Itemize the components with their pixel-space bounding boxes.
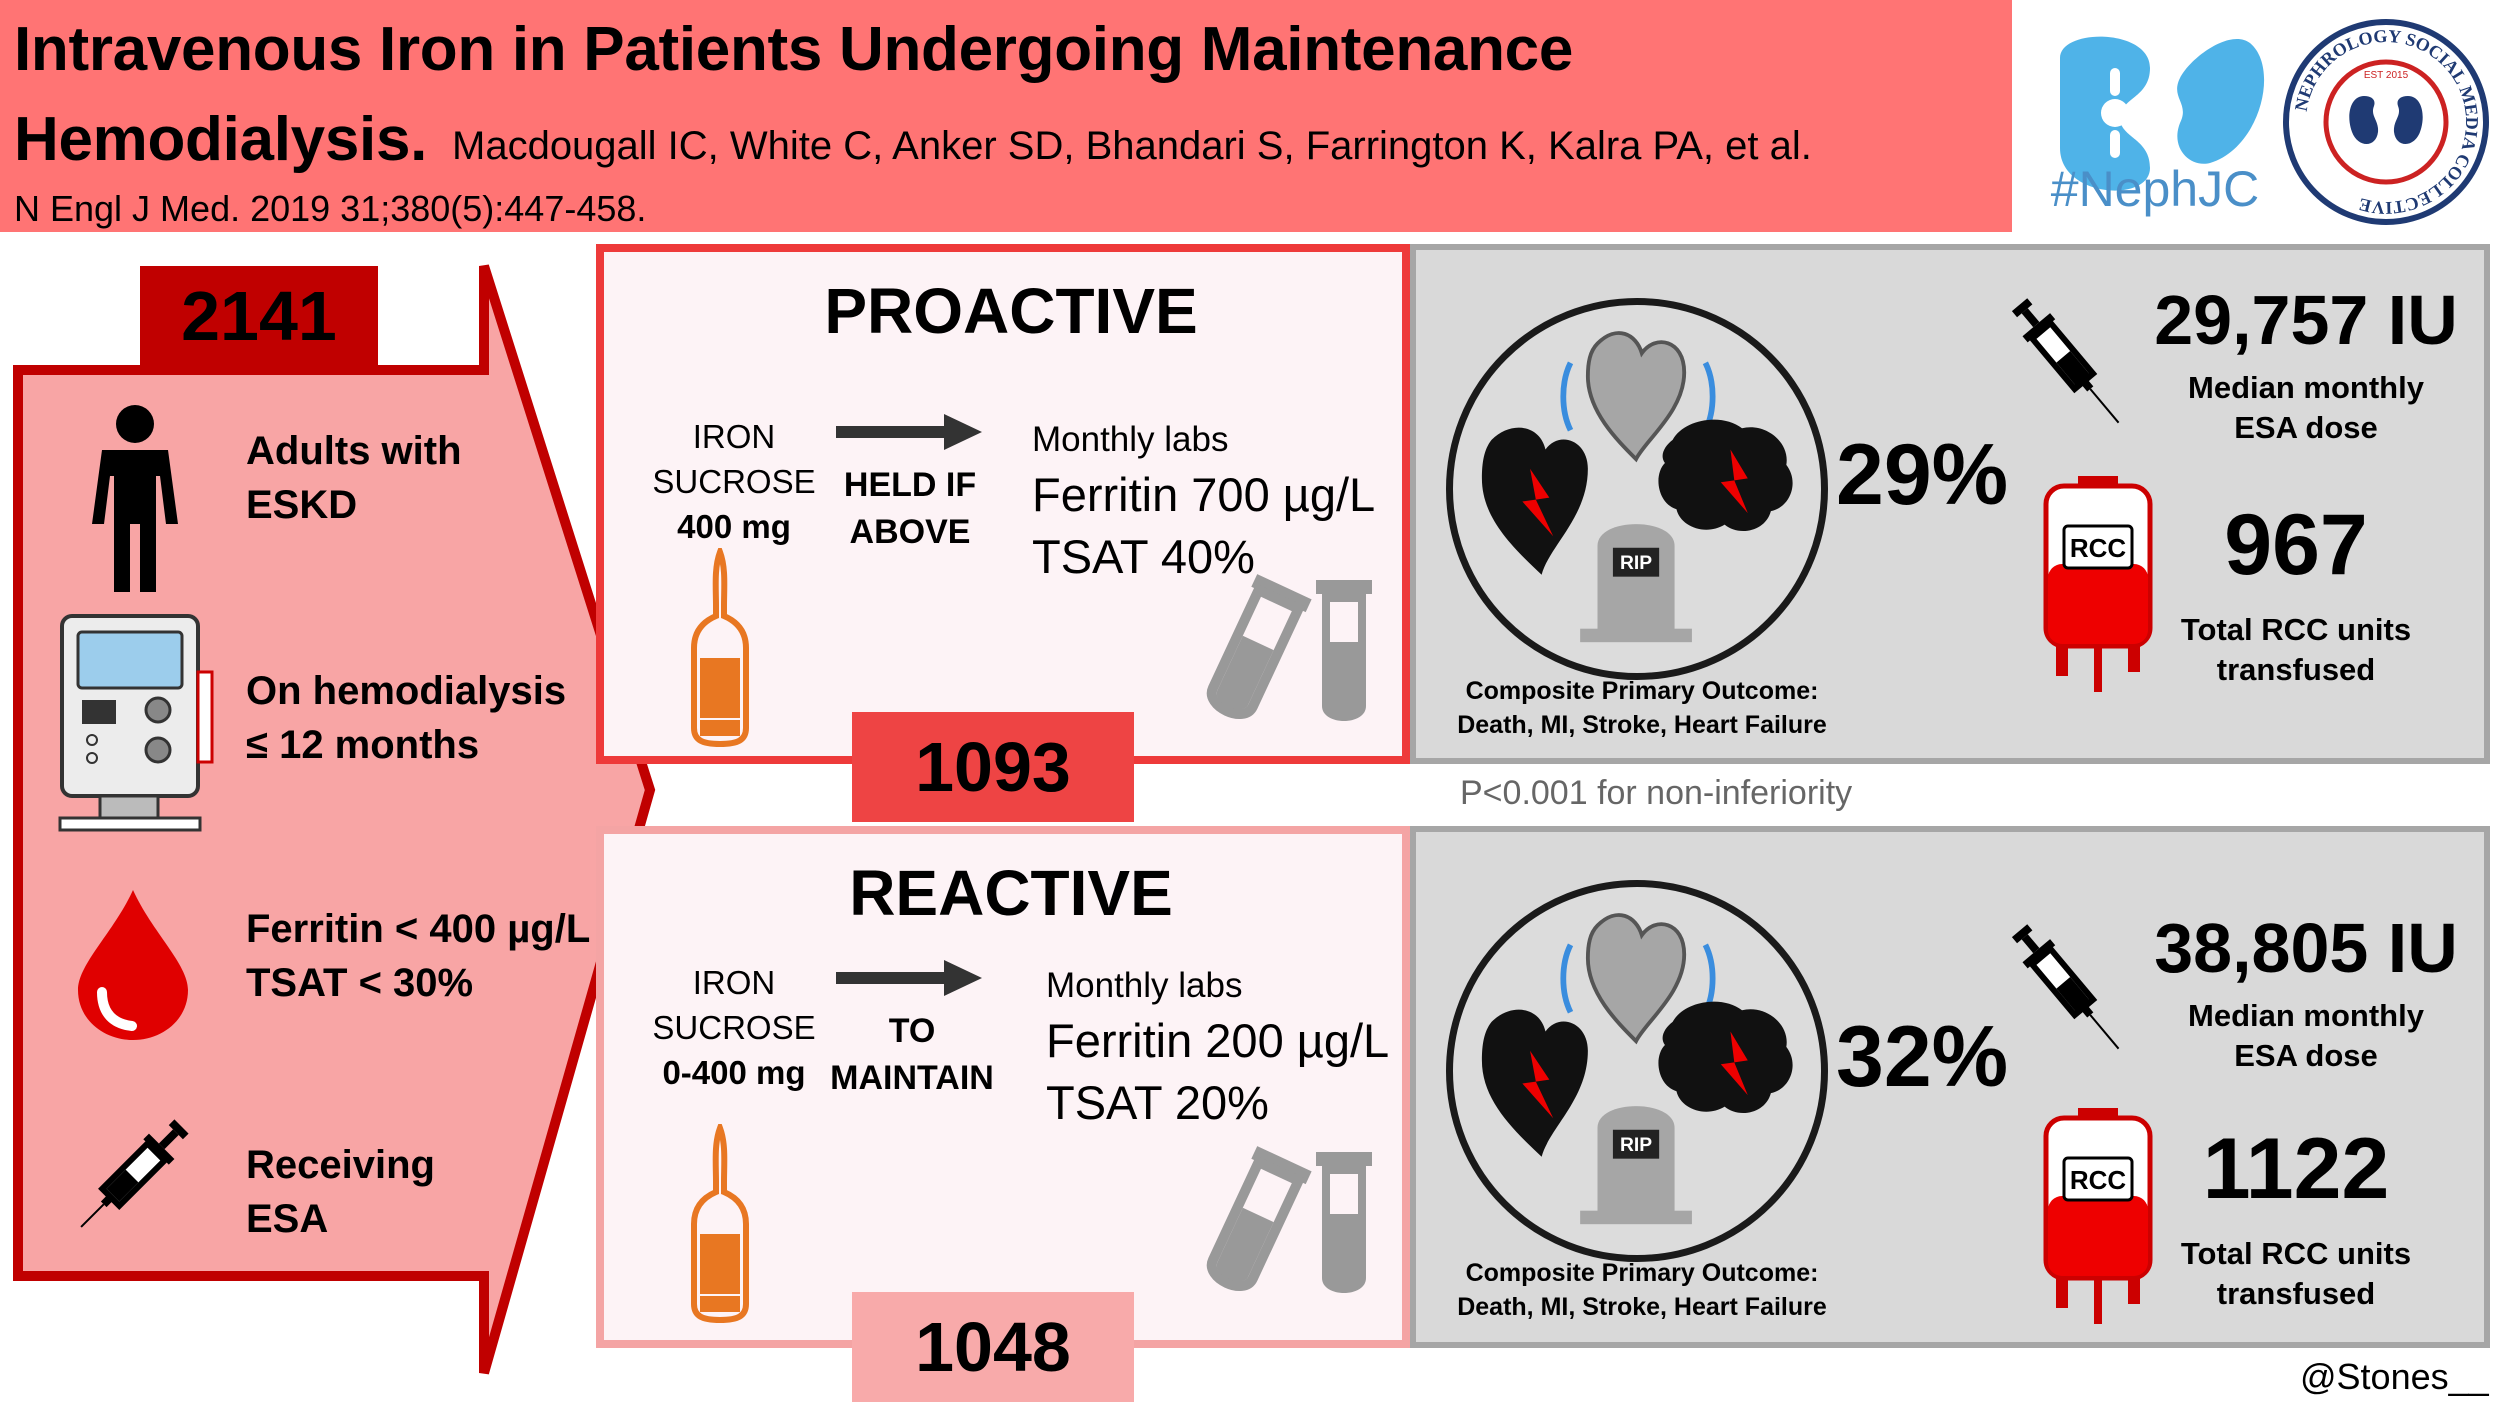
reactive-participant-count: 1048: [852, 1292, 1134, 1402]
reactive-esa-label: Median monthly ESA dose: [2188, 998, 2424, 1073]
proactive-composite-outcome-pct: 29%: [1836, 427, 2009, 523]
reactive-title: REACTIVE: [849, 857, 1173, 929]
reactive-arm-panel: REACTIVE IRON SUCROSE 0-400 mg TO MAINTA…: [596, 826, 1410, 1348]
nephjc-kidney-logo-icon: [2060, 36, 2265, 191]
title-line-1: Intravenous Iron in Patients Undergoing …: [14, 15, 1574, 84]
proactive-dosing-rule: HELD IF ABOVE: [843, 466, 977, 551]
reactive-dosing-rule: TO MAINTAIN: [830, 1012, 994, 1097]
rcc-blood-bag-icon: RCC: [2043, 1108, 2153, 1324]
rip-label: RIP: [1620, 553, 1652, 574]
proactive-tsat-threshold: TSAT 40%: [1032, 530, 1255, 583]
proactive-rule-arrow-icon: [836, 414, 982, 450]
title-line-2: Hemodialysis.: [14, 105, 428, 174]
proactive-labs-heading: Monthly labs: [1032, 420, 1229, 459]
reactive-ferritin-target: Ferritin 200 µg/L: [1046, 1014, 1390, 1067]
proactive-title: PROACTIVE: [824, 275, 1198, 347]
rcc-bag-label: RCC: [2070, 533, 2127, 563]
proactive-composite-outcome-caption: Composite Primary Outcome: Death, MI, St…: [1457, 677, 1827, 739]
authors: Macdougall IC, White C, Anker SD, Bhanda…: [452, 124, 1812, 168]
iron-ampoule-icon: [691, 1124, 749, 1324]
nsmc-est: EST 2015: [2364, 70, 2409, 81]
proactive-median-esa-dose: 29,757 IU: [2154, 281, 2458, 359]
reactive-total-rcc-units: 1122: [2202, 1121, 2390, 1217]
outcome-icons-cluster: RIP: [1481, 913, 1793, 1225]
test-tubes-icon: [1206, 1146, 1372, 1293]
reactive-composite-outcome-caption: Composite Primary Outcome: Death, MI, St…: [1457, 1259, 1827, 1321]
reactive-iron-label: IRON SUCROSE 0-400 mg: [652, 964, 816, 1091]
proactive-arm-panel: PROACTIVE IRON SUCROSE 400 mg HELD IF AB…: [596, 244, 1410, 764]
proactive-rcc-label: Total RCC units transfused: [2180, 612, 2412, 687]
total-participants-badge: 2141: [140, 266, 378, 366]
reactive-rcc-label: Total RCC units transfused: [2180, 1236, 2412, 1311]
reactive-labs-heading: Monthly labs: [1046, 966, 1243, 1005]
proactive-iron-label: IRON SUCROSE 400 mg: [652, 418, 816, 545]
outcome-icons-cluster: RIP: [1481, 331, 1793, 643]
reactive-median-esa-dose: 38,805 IU: [2154, 909, 2458, 987]
esa-syringe-icon: [2011, 298, 2120, 424]
proactive-ferritin-threshold: Ferritin 700 µg/L: [1032, 468, 1376, 521]
p-value-note: P<0.001 for non-inferiority: [1460, 774, 1853, 812]
header-banner: [0, 0, 2012, 232]
proactive-total-rcc-units: 967: [2224, 497, 2368, 593]
rip-label: RIP: [1620, 1135, 1652, 1156]
population-arrow-shape: [13, 264, 656, 1375]
author-credit-handle: @Stones__: [2300, 1356, 2489, 1397]
proactive-participant-count: 1093: [852, 712, 1134, 822]
iron-ampoule-icon: [691, 548, 749, 748]
reactive-tsat-target: TSAT 20%: [1046, 1076, 1269, 1129]
nephjc-label: #NephJC: [2050, 161, 2260, 217]
criterion-iron-status: Ferritin < 400 µg/L TSAT < 30%: [246, 907, 591, 1005]
esa-syringe-icon: [2011, 924, 2120, 1050]
nephrology-social-media-collective-seal-logo: EST 2015 NEPHROLOGY SOCIAL MEDIA COLLECT…: [2283, 19, 2489, 225]
citation: N Engl J Med. 2019 31;380(5):447-458.: [14, 188, 647, 229]
proactive-esa-label: Median monthly ESA dose: [2188, 370, 2424, 445]
reactive-outcomes-panel: RIP 32% Composite Primary Outcome: Death…: [1410, 826, 2490, 1348]
proactive-outcomes-panel: RIP 29% Composite Primary Outcome: Death…: [1410, 244, 2490, 764]
composite-outcome-circle: RIP: [1446, 298, 1828, 680]
rcc-blood-bag-icon: RCC: [2043, 476, 2153, 692]
criterion-adults-eskd: Adults with ESKD: [246, 429, 462, 527]
reactive-rule-arrow-icon: [836, 960, 982, 996]
test-tubes-icon: [1206, 574, 1372, 721]
reactive-composite-outcome-pct: 32%: [1836, 1009, 2009, 1105]
criterion-hemodialysis-duration: On hemodialysis ≤ 12 months: [246, 669, 567, 767]
blood-drop-icon: [78, 890, 188, 1040]
criterion-receiving-esa: Receiving ESA: [246, 1143, 435, 1241]
composite-outcome-circle: RIP: [1446, 880, 1828, 1262]
dialysis-machine-icon: [58, 614, 214, 832]
person-icon: [92, 405, 178, 592]
syringe-icon: [80, 1119, 189, 1228]
rcc-bag-label: RCC: [2070, 1165, 2127, 1195]
